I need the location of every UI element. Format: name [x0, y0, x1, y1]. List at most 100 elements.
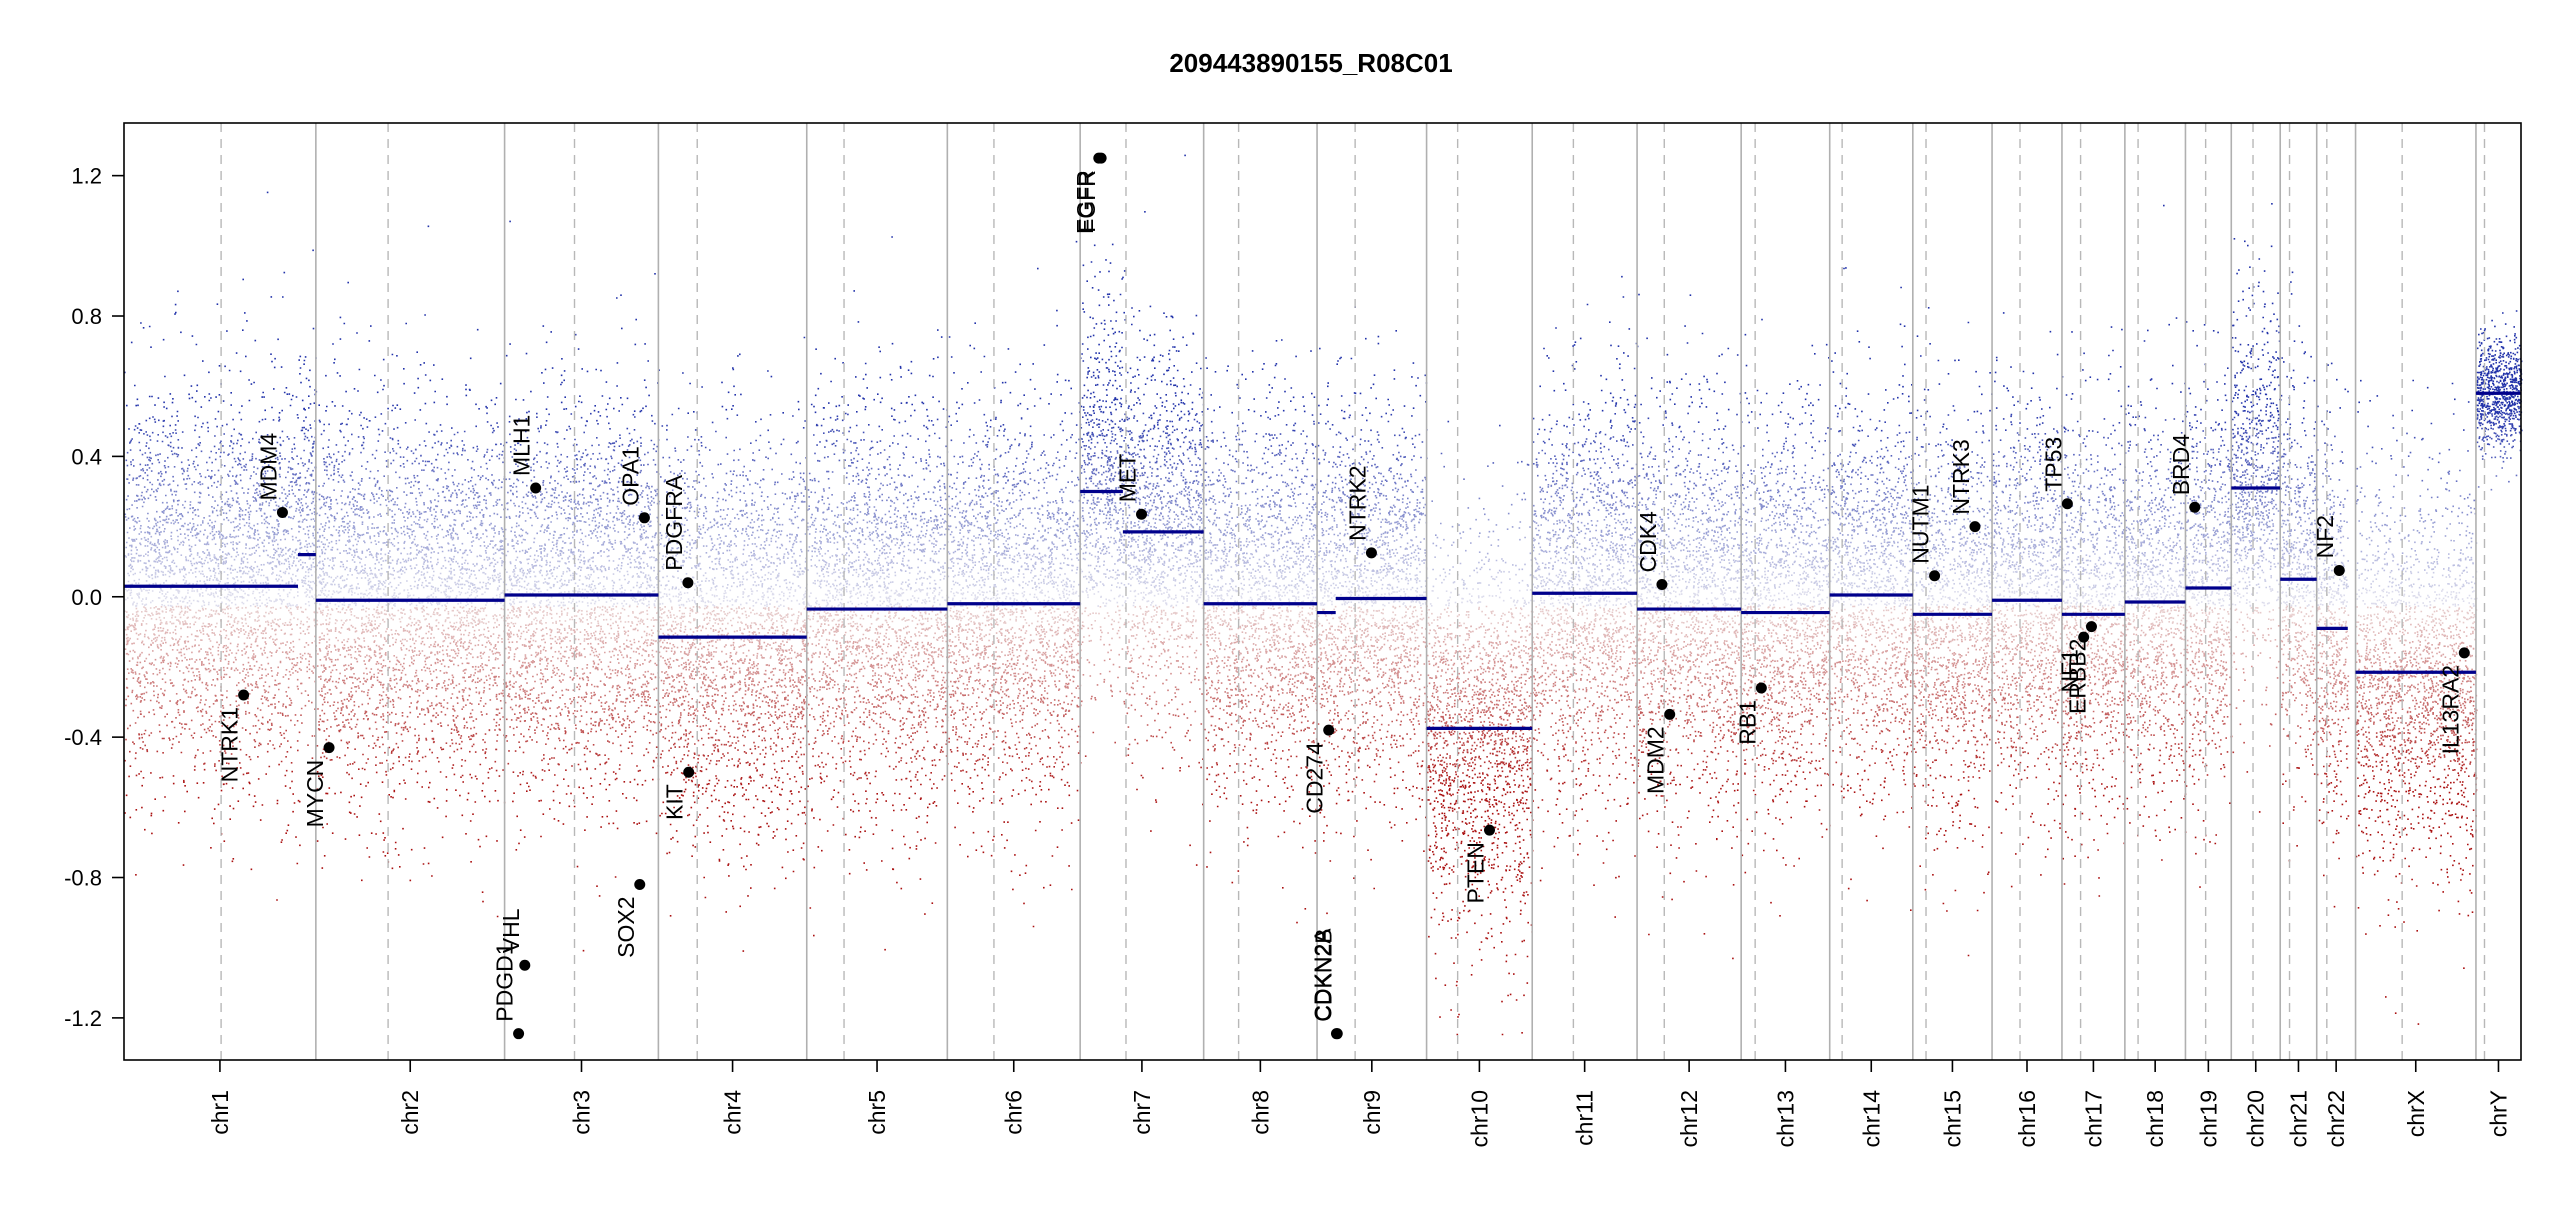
gene-label: NTRK2 — [1344, 465, 1370, 540]
y-tick-label: 0.8 — [71, 304, 102, 329]
gene-label: IL13RA2 — [2437, 665, 2463, 755]
chromosome-label: chr7 — [1129, 1090, 1155, 1135]
probe-points — [1501, 993, 2387, 1003]
probe-points — [276, 886, 2473, 905]
gene-marker — [1664, 708, 1676, 720]
probe-points — [427, 220, 893, 238]
probe-points — [128, 412, 2523, 432]
probe-points — [1144, 203, 2273, 213]
probe-points — [124, 500, 2477, 520]
gene-label: MYCN — [302, 760, 328, 828]
chromosome-label: chrY — [2486, 1090, 2512, 1137]
chromosome-label: chr3 — [569, 1090, 595, 1135]
chromosome-label: chr11 — [1572, 1090, 1598, 1146]
chromosome-label: chr4 — [720, 1090, 746, 1135]
probe-points — [496, 905, 2474, 923]
gene-marker — [683, 766, 695, 778]
chromosome-label: chr10 — [1466, 1090, 1492, 1148]
gene-marker — [1929, 570, 1941, 582]
axes-layer: -1.2 -0.8 -0.4 0.0 0.4 0.8 1.2 — [64, 122, 2522, 1061]
probe-points — [125, 517, 2474, 537]
probe-points-layer — [124, 154, 2523, 1036]
gene-label: MDM4 — [256, 433, 282, 501]
chromosome-label: chrX — [2403, 1090, 2429, 1137]
chromosome-label: chr5 — [864, 1090, 890, 1135]
gene-marker — [1095, 152, 1107, 164]
gene-marker — [2333, 564, 2345, 576]
gene-marker — [1656, 578, 1668, 590]
chromosome-lines-layer — [220, 123, 2486, 1060]
probe-points — [126, 395, 2523, 415]
probe-points — [1453, 957, 2465, 975]
probe-points — [125, 675, 2477, 695]
chromosome-labels-layer: chr1 chr2 chr3 chr4 chr5 chr6 chr7 chr8 chr9 chr1… — [207, 1060, 2512, 1148]
gene-label: SOX2 — [613, 897, 639, 958]
probe-points — [1184, 154, 1186, 157]
gene-marker — [2085, 621, 2097, 633]
probe-points — [124, 623, 2477, 643]
gene-label: CDKN2B — [1310, 928, 1336, 1021]
gene-marker — [1969, 521, 1981, 533]
probe-points — [130, 324, 2518, 344]
gene-marker — [1331, 1028, 1343, 1040]
gene-marker — [1323, 724, 1335, 736]
gene-label: PTEN — [1463, 842, 1489, 903]
chromosome-label: chr18 — [2142, 1090, 2168, 1148]
gene-marker — [1136, 508, 1148, 520]
gene-label: NF1 — [2057, 649, 2083, 692]
probe-points — [140, 308, 2518, 327]
chromosome-label: chr15 — [1939, 1090, 1965, 1148]
probe-points — [124, 552, 2474, 572]
chromosome-label: chr19 — [2195, 1090, 2221, 1148]
gene-label: CDKN2A — [1310, 928, 1336, 1022]
probe-points — [125, 482, 2493, 502]
gene-label: NTRK3 — [1948, 439, 1974, 514]
gene-marker — [513, 1028, 525, 1040]
chromosome-label: chr22 — [2323, 1090, 2349, 1148]
gene-marker — [634, 879, 646, 891]
gene-label: KIT — [662, 784, 688, 820]
chromosome-label: chr8 — [1247, 1090, 1273, 1135]
probe-points — [124, 798, 2477, 818]
gene-marker — [1483, 824, 1495, 836]
chromosome-label: chr21 — [2286, 1090, 2312, 1148]
gene-marker — [530, 482, 542, 494]
gene-marker — [2061, 498, 2073, 510]
gene-marker — [2458, 647, 2470, 659]
chromosome-label: chr14 — [1858, 1090, 1884, 1148]
chart-title: 209443890155_R08C01 — [1169, 48, 1452, 78]
probe-points — [135, 868, 2471, 888]
chromosome-label: chr1 — [207, 1090, 233, 1135]
gene-marker — [519, 959, 531, 971]
probe-points — [125, 447, 2522, 467]
gene-marker — [2189, 501, 2201, 513]
probe-points — [312, 238, 2273, 252]
gene-label: PDGD1 — [492, 942, 518, 1021]
probe-points — [125, 535, 2478, 555]
gene-marker — [323, 742, 335, 754]
gene-marker — [276, 507, 288, 519]
chromosome-label: chr13 — [1772, 1090, 1798, 1148]
probe-points — [124, 359, 2523, 379]
chromosome-label: chr16 — [2014, 1090, 2040, 1148]
gene-label: PDGFRA — [661, 474, 687, 571]
y-tick-label: 1.2 — [71, 164, 102, 189]
chromosome-label: chr12 — [1676, 1090, 1702, 1148]
gene-label: OPA1 — [617, 446, 643, 506]
y-tick-label: -1.2 — [64, 1006, 102, 1031]
chromosome-label: chr2 — [397, 1090, 423, 1135]
probe-points — [242, 272, 2292, 291]
chromosome-label: chr9 — [1359, 1090, 1385, 1135]
gene-label: NUTM1 — [1908, 484, 1934, 563]
gene-marker — [238, 689, 250, 701]
plot-frame — [123, 122, 2522, 1061]
probe-points — [126, 465, 2518, 485]
gene-label: EGFR — [1072, 170, 1098, 234]
probe-points — [124, 605, 2478, 625]
y-tick-label: -0.4 — [64, 725, 102, 750]
gene-label: FGFR — [1074, 170, 1100, 233]
gene-label: RB1 — [1734, 700, 1760, 745]
probe-points — [210, 833, 2474, 853]
